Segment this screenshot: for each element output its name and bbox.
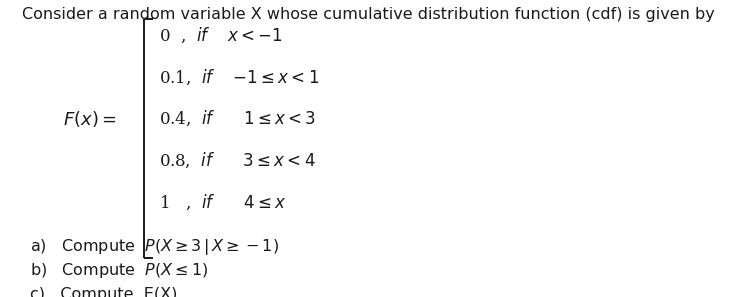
Text: 0.8,  $\mathit{if}$      $3 \leq x < 4$: 0.8, $\mathit{if}$ $3 \leq x < 4$ bbox=[159, 151, 316, 170]
Text: a)   Compute  $P(X \geq 3\,|\,X \geq -1)$: a) Compute $P(X \geq 3\,|\,X \geq -1)$ bbox=[30, 236, 278, 257]
Text: b)   Compute  $P(X \leq 1)$: b) Compute $P(X \leq 1)$ bbox=[30, 261, 208, 280]
Text: 0.4,  $\mathit{if}$      $1 \leq x < 3$: 0.4, $\mathit{if}$ $1 \leq x < 3$ bbox=[159, 109, 316, 129]
Text: 0.1,  $\mathit{if}$    $-1 \leq x < 1$: 0.1, $\mathit{if}$ $-1 \leq x < 1$ bbox=[159, 67, 319, 87]
Text: 1   ,  $\mathit{if}$      $4 \leq x$: 1 , $\mathit{if}$ $4 \leq x$ bbox=[159, 192, 286, 212]
Text: $F(x)=$: $F(x)=$ bbox=[63, 109, 117, 129]
Text: 0  ,  $\mathit{if}$    $x < -1$: 0 , $\mathit{if}$ $x < -1$ bbox=[159, 26, 283, 45]
Text: Consider a random variable X whose cumulative distribution function (cdf) is giv: Consider a random variable X whose cumul… bbox=[22, 7, 715, 23]
Text: c)   Compute  E(X): c) Compute E(X) bbox=[30, 287, 177, 297]
